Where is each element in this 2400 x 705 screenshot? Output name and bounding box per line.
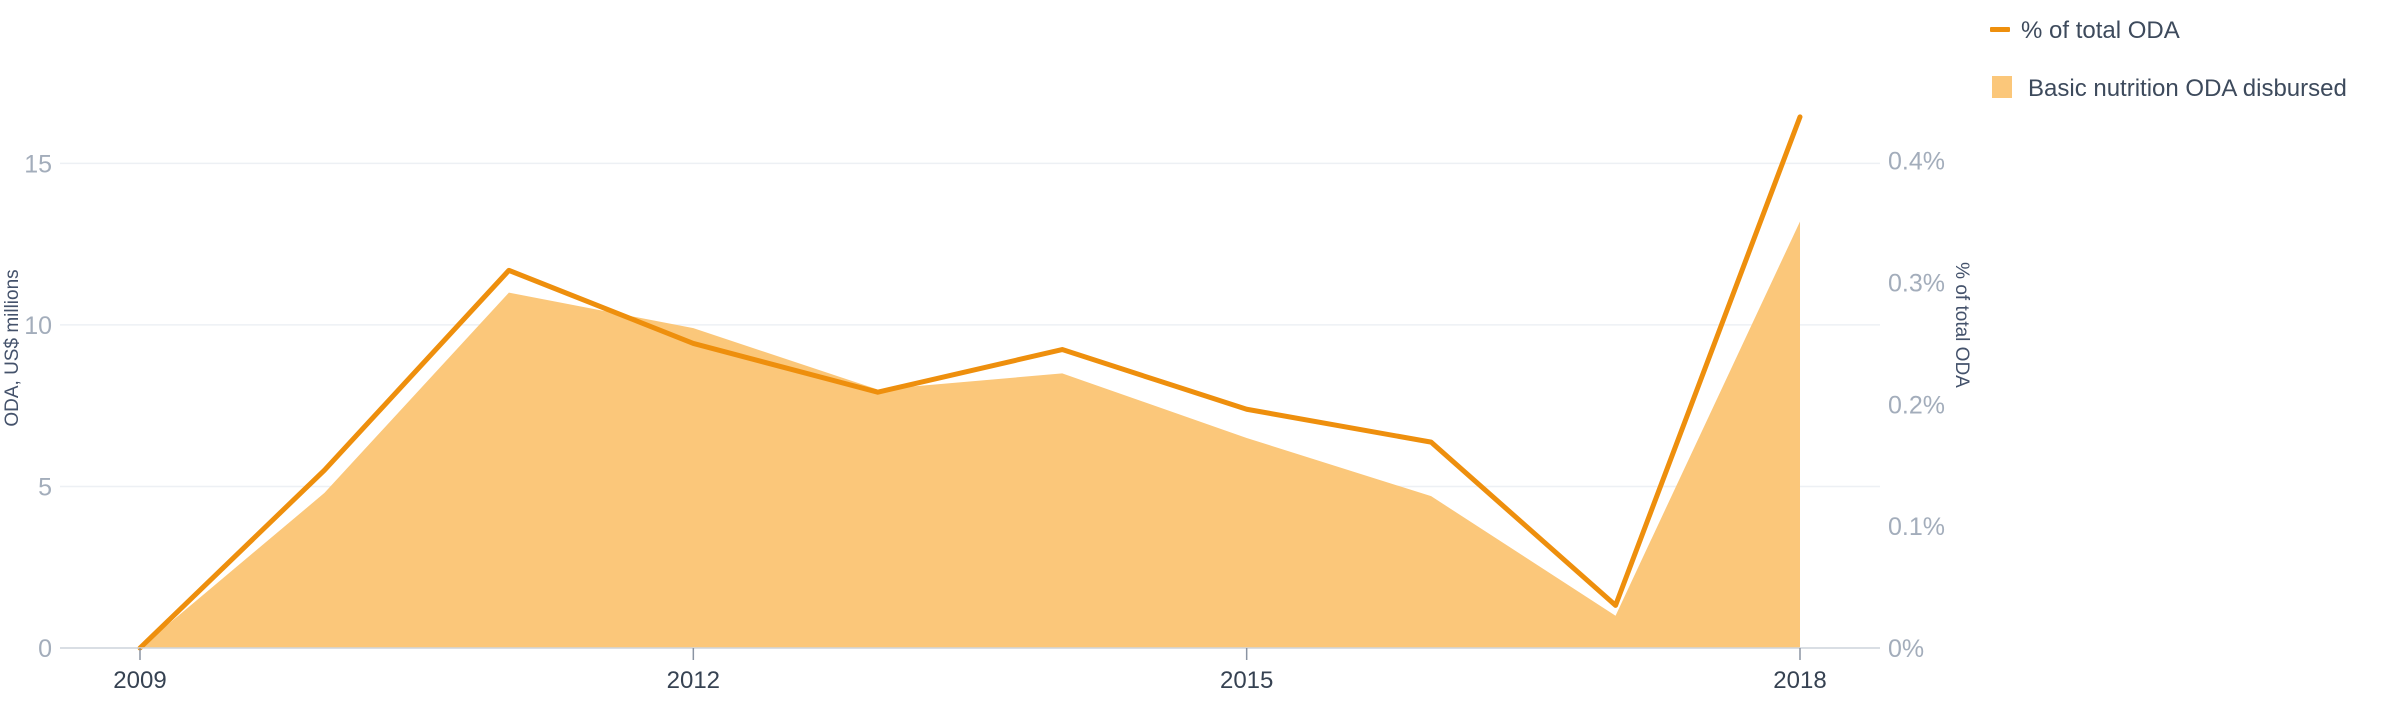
y-axis-left-title: ODA, US$ millions: [2, 269, 23, 426]
y-right-tick-label: 0.3%: [1888, 270, 1945, 298]
y-left-tick-label: 10: [24, 312, 52, 340]
axes: 0 5 10 15 0% 0.1% 0.2% 0.3% 0.4% 2009 2012 2015 2018: [24, 148, 1945, 694]
y-right-tick-label: 0.1%: [1888, 513, 1945, 541]
line-series: [137, 114, 1803, 651]
y-right-tick-label: 0%: [1888, 635, 1924, 663]
y-right-tick-label: 0.4%: [1888, 148, 1945, 176]
y-left-tick-label: 0: [38, 635, 52, 663]
legend-label-pct-oda: % of total ODA: [2021, 17, 2180, 44]
area-series: [140, 221, 1800, 649]
line-pct-total-oda: [137, 114, 1803, 651]
x-tick-label: 2012: [667, 667, 720, 694]
x-tick-label: 2018: [1773, 667, 1826, 694]
x-tick-label: 2015: [1220, 667, 1273, 694]
legend-line-marker: [1990, 27, 2010, 32]
legend-label-basic-nutrition: Basic nutrition ODA disbursed: [2028, 75, 2347, 102]
x-tick-label: 2009: [113, 667, 166, 694]
y-left-tick-label: 5: [38, 473, 52, 501]
legend-area-swatch: [1992, 76, 2012, 98]
y-axis-right-title: % of total ODA: [1951, 262, 1972, 388]
y-right-tick-label: 0.2%: [1888, 391, 1945, 419]
y-left-tick-label: 15: [24, 150, 52, 178]
legend: % of total ODA Basic nutrition ODA disbu…: [1990, 17, 2347, 102]
area-basic-nutrition-oda: [140, 221, 1800, 649]
